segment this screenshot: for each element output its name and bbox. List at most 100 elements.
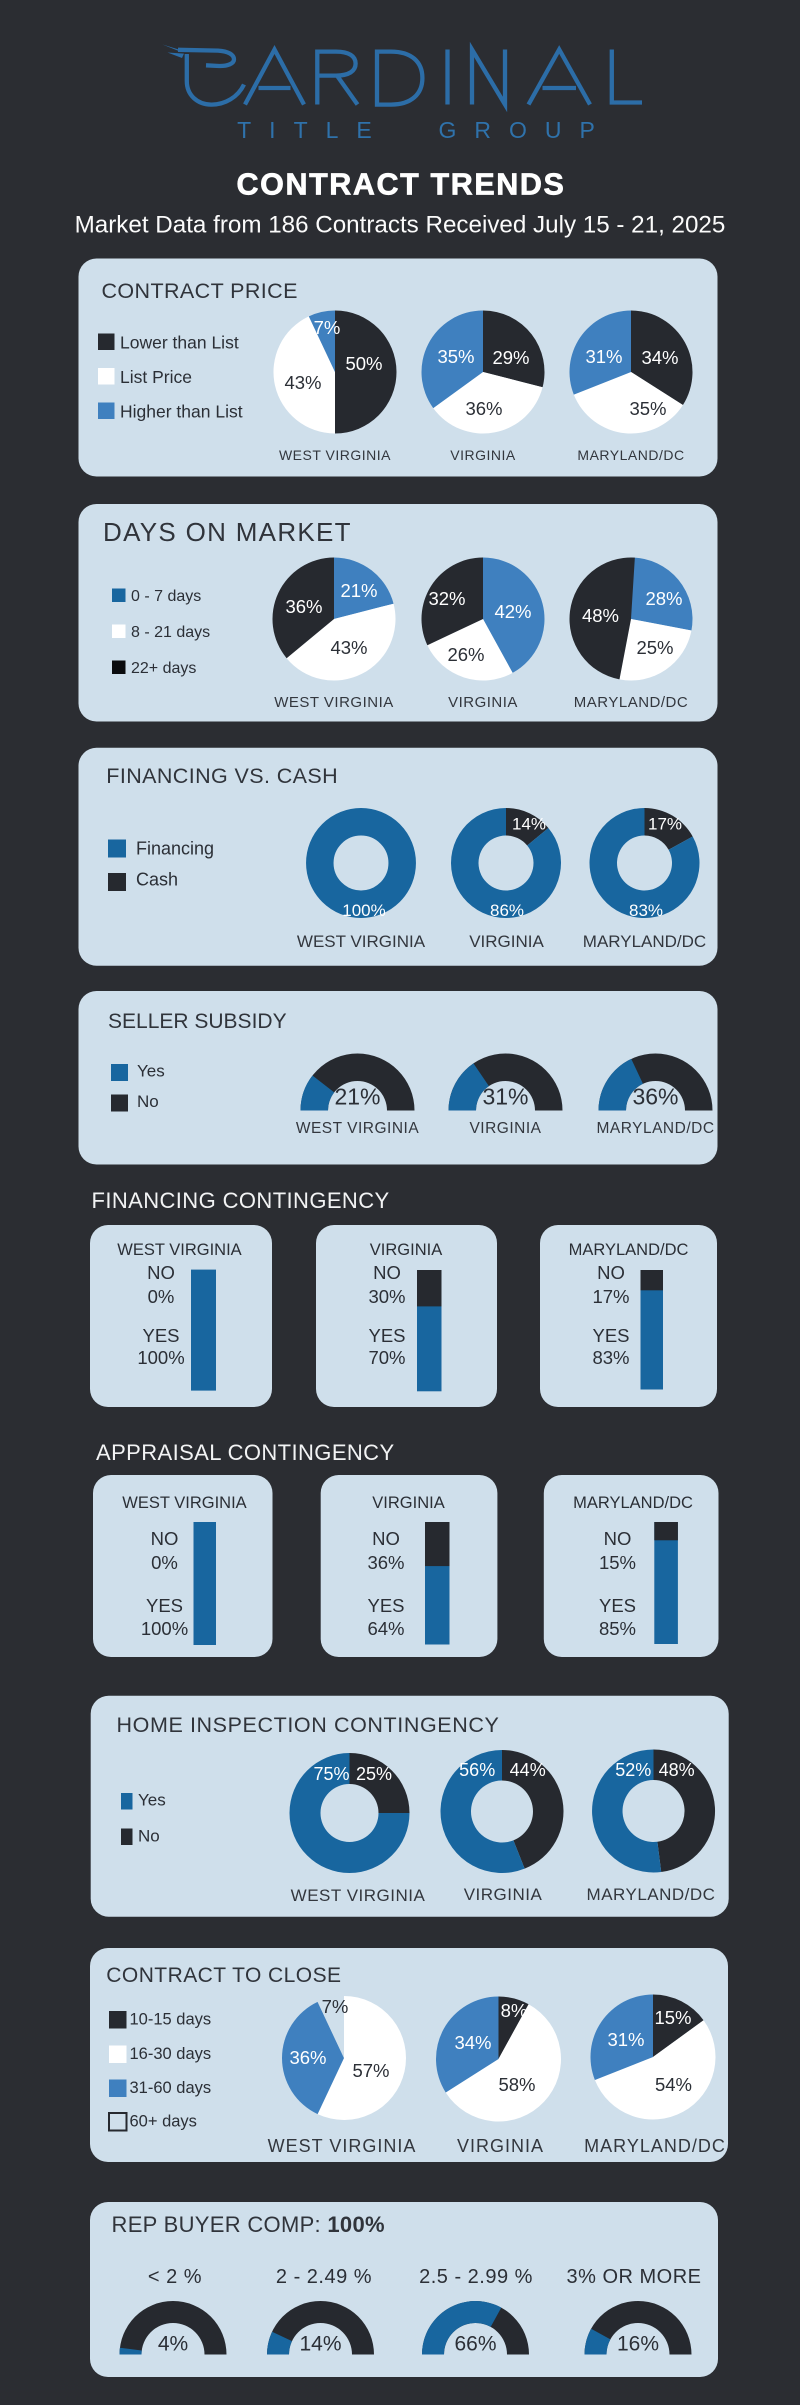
svg-text:16%: 16%: [617, 2333, 659, 2356]
svg-text:Higher than List: Higher than List: [120, 402, 243, 422]
svg-text:10-15 days: 10-15 days: [130, 2011, 212, 2029]
svg-text:52%: 52%: [615, 1760, 651, 1780]
svg-text:Financing: Financing: [136, 839, 214, 859]
svg-text:No: No: [138, 1827, 160, 1846]
svg-text:2 - 2.49 %: 2 - 2.49 %: [276, 2266, 372, 2288]
svg-text:35%: 35%: [629, 398, 666, 419]
svg-text:100%: 100%: [342, 901, 385, 920]
svg-text:WEST VIRGINIA: WEST VIRGINIA: [117, 1241, 241, 1259]
svg-text:36%: 36%: [289, 2047, 326, 2068]
svg-text:100%: 100%: [141, 1618, 188, 1639]
svg-text:25%: 25%: [356, 1764, 392, 1784]
svg-text:YES: YES: [368, 1325, 405, 1346]
svg-text:42%: 42%: [494, 601, 531, 622]
svg-text:7%: 7%: [322, 1996, 349, 2017]
svg-text:58%: 58%: [498, 2074, 535, 2095]
svg-text:7%: 7%: [314, 317, 341, 338]
svg-text:86%: 86%: [490, 901, 524, 920]
svg-text:SELLER SUBSIDY: SELLER SUBSIDY: [108, 1010, 287, 1033]
svg-text:MARYLAND/DC: MARYLAND/DC: [573, 1494, 693, 1512]
svg-text:YES: YES: [599, 1595, 636, 1616]
svg-text:VIRGINIA: VIRGINIA: [469, 1120, 541, 1137]
svg-text:75%: 75%: [313, 1764, 349, 1784]
svg-text:NO: NO: [147, 1262, 175, 1283]
svg-text:57%: 57%: [352, 2060, 389, 2081]
svg-text:Market Data from 186 Contracts: Market Data from 186 Contracts Received …: [75, 212, 726, 239]
svg-text:100%: 100%: [137, 1347, 184, 1368]
svg-text:Cash: Cash: [136, 870, 178, 890]
svg-text:Yes: Yes: [137, 1062, 165, 1081]
svg-text:54%: 54%: [655, 2074, 692, 2095]
svg-text:CONTRACT PRICE: CONTRACT PRICE: [102, 279, 298, 303]
svg-text:17%: 17%: [592, 1286, 629, 1307]
svg-text:15%: 15%: [599, 1552, 636, 1573]
svg-text:34%: 34%: [454, 2032, 491, 2053]
svg-text:26%: 26%: [447, 644, 484, 665]
svg-text:WEST VIRGINIA: WEST VIRGINIA: [291, 1886, 426, 1905]
svg-text:70%: 70%: [368, 1347, 405, 1368]
svg-text:35%: 35%: [437, 346, 474, 367]
svg-text:21%: 21%: [340, 580, 377, 601]
svg-text:31%: 31%: [585, 346, 622, 367]
svg-text:VIRGINIA: VIRGINIA: [464, 1885, 543, 1904]
svg-text:TITLE GROUP: TITLE GROUP: [237, 117, 613, 143]
svg-text:NO: NO: [604, 1528, 632, 1549]
svg-text:16-30 days: 16-30 days: [130, 2045, 212, 2063]
svg-text:8%: 8%: [501, 2000, 528, 2021]
svg-text:VIRGINIA: VIRGINIA: [448, 694, 518, 711]
svg-text:4%: 4%: [158, 2333, 188, 2356]
svg-text:YES: YES: [142, 1325, 179, 1346]
svg-text:CONTRACT TO CLOSE: CONTRACT TO CLOSE: [106, 1964, 341, 1987]
svg-text:MARYLAND/DC: MARYLAND/DC: [574, 694, 688, 711]
svg-text:32%: 32%: [428, 588, 465, 609]
svg-text:48%: 48%: [659, 1760, 695, 1780]
svg-text:60+ days: 60+ days: [130, 2113, 197, 2131]
svg-text:WEST VIRGINIA: WEST VIRGINIA: [268, 2136, 417, 2156]
svg-text:36%: 36%: [632, 1084, 678, 1110]
svg-text:NO: NO: [373, 1262, 401, 1283]
svg-text:VIRGINIA: VIRGINIA: [457, 2136, 544, 2156]
svg-text:MARYLAND/DC: MARYLAND/DC: [587, 1885, 716, 1904]
svg-text:DAYS ON MARKET: DAYS ON MARKET: [103, 517, 352, 547]
svg-text:WEST VIRGINIA: WEST VIRGINIA: [274, 694, 394, 711]
svg-text:43%: 43%: [330, 637, 367, 658]
svg-text:List Price: List Price: [120, 367, 192, 387]
svg-text:NO: NO: [151, 1528, 179, 1549]
svg-text:VIRGINIA: VIRGINIA: [469, 932, 544, 951]
svg-text:28%: 28%: [645, 588, 682, 609]
svg-text:Yes: Yes: [138, 1791, 166, 1810]
svg-text:31-60 days: 31-60 days: [130, 2079, 212, 2097]
svg-text:15%: 15%: [654, 2007, 691, 2028]
svg-text:CONTRACT TRENDS: CONTRACT TRENDS: [237, 168, 566, 202]
svg-text:36%: 36%: [285, 596, 322, 617]
svg-text:43%: 43%: [284, 372, 321, 393]
svg-text:NO: NO: [597, 1262, 625, 1283]
svg-text:VIRGINIA: VIRGINIA: [370, 1241, 442, 1259]
svg-text:44%: 44%: [510, 1760, 546, 1780]
svg-text:MARYLAND/DC: MARYLAND/DC: [584, 2136, 726, 2156]
svg-text:NO: NO: [372, 1528, 400, 1549]
svg-text:0%: 0%: [151, 1552, 178, 1573]
svg-text:34%: 34%: [641, 347, 678, 368]
svg-text:85%: 85%: [599, 1618, 636, 1639]
svg-text:MARYLAND/DC: MARYLAND/DC: [583, 932, 706, 951]
svg-text:MARYLAND/DC: MARYLAND/DC: [596, 1120, 714, 1137]
svg-text:REP BUYER COMP: 100%: REP BUYER COMP: 100%: [112, 2212, 385, 2237]
svg-text:MARYLAND/DC: MARYLAND/DC: [569, 1241, 689, 1259]
svg-text:< 2 %: < 2 %: [148, 2266, 202, 2288]
svg-text:0 - 7 days: 0 - 7 days: [131, 588, 201, 605]
svg-text:FINANCING CONTINGENCY: FINANCING CONTINGENCY: [92, 1188, 390, 1213]
svg-text:YES: YES: [367, 1595, 404, 1616]
svg-text:APPRAISAL CONTINGENCY: APPRAISAL CONTINGENCY: [96, 1440, 395, 1465]
svg-text:48%: 48%: [582, 605, 619, 626]
svg-text:8 - 21 days: 8 - 21 days: [131, 624, 210, 641]
svg-text:WEST VIRGINIA: WEST VIRGINIA: [296, 1120, 420, 1137]
svg-text:83%: 83%: [629, 901, 663, 920]
svg-text:29%: 29%: [492, 347, 529, 368]
svg-text:14%: 14%: [512, 815, 546, 834]
svg-text:MARYLAND/DC: MARYLAND/DC: [577, 447, 684, 463]
svg-text:VIRGINIA: VIRGINIA: [372, 1494, 444, 1512]
svg-text:WEST VIRGINIA: WEST VIRGINIA: [297, 932, 426, 951]
svg-text:64%: 64%: [367, 1618, 404, 1639]
svg-text:FINANCING VS. CASH: FINANCING VS. CASH: [106, 764, 338, 788]
